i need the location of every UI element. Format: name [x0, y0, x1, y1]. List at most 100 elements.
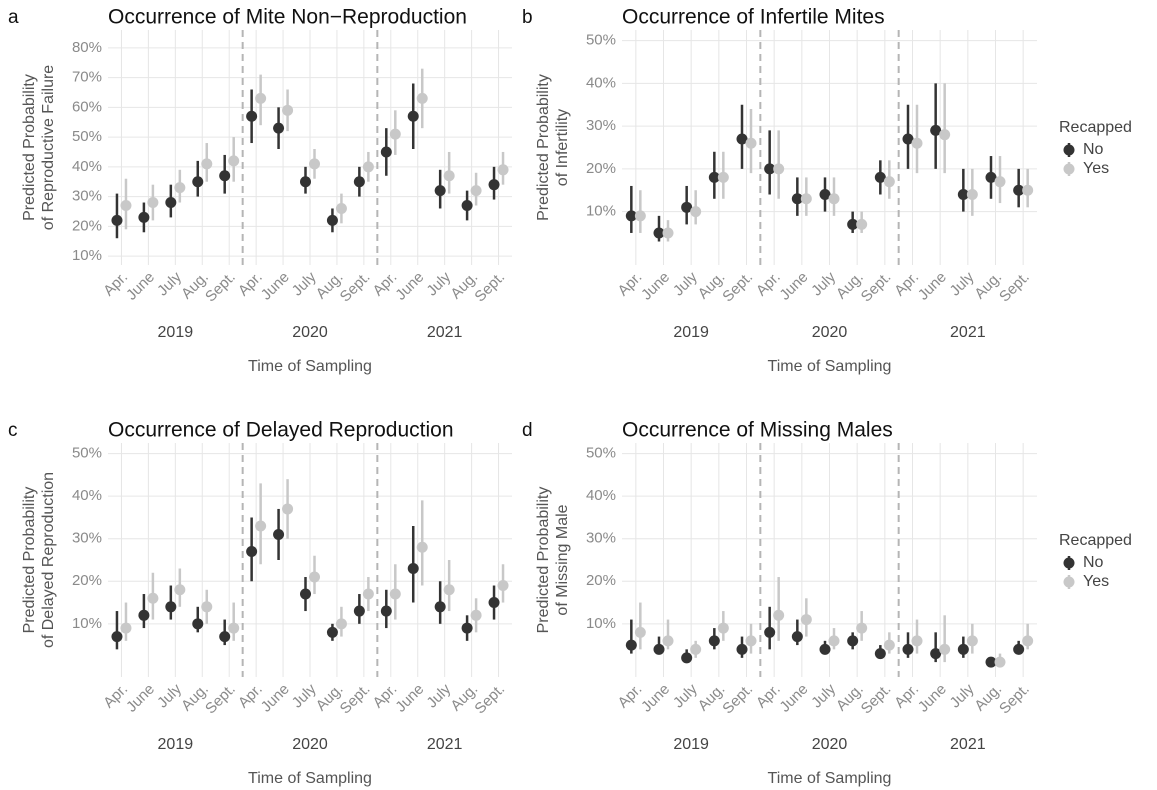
point [634, 626, 646, 638]
y-tick-label: 30% [586, 530, 616, 547]
point [282, 104, 294, 116]
point [791, 631, 803, 643]
panel-letter: b [522, 7, 533, 28]
year-label: 2019 [158, 324, 194, 341]
x-tick-label: July [154, 268, 185, 299]
x-axis-title: Time of Sampling [248, 358, 372, 375]
point [847, 218, 859, 230]
point [717, 622, 729, 634]
point [653, 227, 665, 239]
x-tick-label: Sept. [337, 681, 374, 718]
point [192, 618, 204, 630]
point [634, 210, 646, 222]
x-tick-label: June [392, 269, 427, 304]
point [497, 580, 509, 592]
point [111, 631, 123, 643]
y-axis-title: Predicted Probability [21, 487, 38, 634]
x-tick-label: Sept. [996, 681, 1033, 718]
point [625, 210, 637, 222]
point [309, 158, 320, 170]
y-tick-label: 30% [72, 530, 102, 547]
point [228, 155, 240, 167]
y-axis-title: of Reproductive Failure [40, 65, 57, 231]
chart-title: Occurrence of Missing Males [622, 419, 893, 442]
legend-label: No [1083, 554, 1104, 571]
year-label: 2019 [673, 736, 709, 753]
x-tick-label: Sept. [719, 681, 756, 718]
point [994, 176, 1006, 188]
point [434, 601, 446, 613]
panel-letter: d [522, 420, 533, 441]
y-tick-label: 10% [586, 615, 616, 632]
point [911, 635, 923, 647]
point [407, 563, 419, 575]
year-label: 2021 [427, 736, 463, 753]
point [902, 133, 914, 145]
point [443, 584, 455, 596]
point [681, 652, 693, 664]
point [282, 503, 294, 515]
point [966, 189, 978, 200]
point [300, 176, 311, 188]
point [165, 601, 177, 613]
x-tick-label: July [947, 680, 978, 711]
x-tick-label: Sept. [202, 681, 239, 718]
x-tick-label: Sept. [471, 269, 508, 306]
point [800, 193, 812, 205]
point [717, 171, 729, 183]
x-axis-title: Time of Sampling [248, 770, 372, 787]
point [488, 597, 500, 609]
point [362, 588, 374, 600]
y-tick-label: 10% [72, 615, 102, 632]
y-tick-label: 20% [586, 160, 616, 177]
y-tick-label: 40% [586, 487, 616, 504]
point [883, 639, 895, 651]
year-label: 2021 [950, 736, 986, 753]
x-tick-label: Sept. [337, 269, 374, 306]
point [246, 545, 258, 557]
point [174, 182, 186, 194]
point [335, 202, 347, 214]
year-label: 2021 [950, 324, 986, 341]
x-tick-label: July [423, 268, 454, 299]
legend-label: Yes [1083, 573, 1109, 590]
point [461, 622, 473, 634]
x-tick-label: June [776, 269, 811, 304]
x-tick-label: July [670, 268, 701, 299]
x-tick-label: June [915, 269, 950, 304]
point [957, 189, 969, 200]
legend-title: Recapped [1059, 532, 1132, 549]
x-tick-label: June [776, 681, 811, 716]
point [138, 609, 150, 621]
point [309, 571, 320, 583]
legend-title: Recapped [1059, 119, 1132, 136]
x-axis-title: Time of Sampling [768, 358, 892, 375]
x-tick-label: Sept. [858, 681, 895, 718]
point [985, 656, 997, 668]
point [488, 179, 500, 191]
x-tick-label: July [423, 680, 454, 711]
point [255, 520, 267, 532]
point [335, 618, 347, 630]
point [174, 584, 186, 596]
x-tick-label: June [258, 269, 293, 304]
point [856, 622, 868, 634]
point [930, 648, 942, 660]
x-tick-label: July [808, 680, 839, 711]
point [764, 626, 776, 638]
x-tick-label: June [638, 681, 673, 716]
point [939, 643, 951, 655]
point [1013, 184, 1025, 196]
point [773, 609, 785, 621]
year-label: 2020 [292, 324, 328, 341]
x-tick-label: July [808, 268, 839, 299]
x-tick-label: July [947, 268, 978, 299]
y-tick-label: 40% [72, 158, 102, 175]
point [1022, 635, 1034, 647]
point [1013, 643, 1025, 655]
point [662, 227, 674, 239]
x-tick-label: June [123, 269, 158, 304]
y-tick-label: 50% [72, 128, 102, 145]
point [874, 648, 886, 660]
